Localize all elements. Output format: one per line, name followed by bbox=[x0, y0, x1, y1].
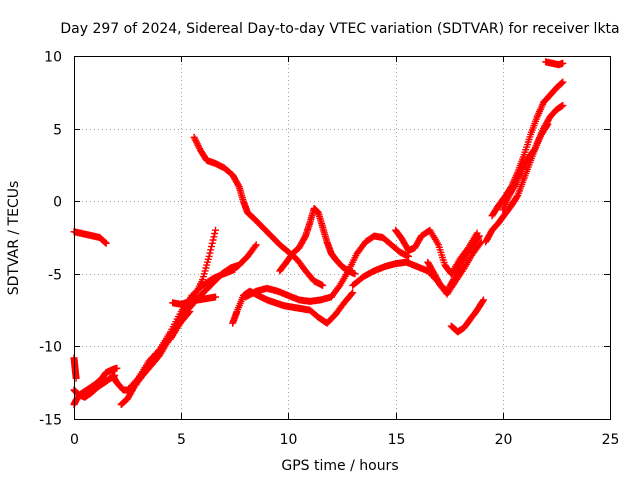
data-point-markers bbox=[70, 228, 110, 247]
data-point-markers bbox=[190, 133, 327, 289]
y-tick-label: -15 bbox=[39, 413, 62, 429]
data-point-markers bbox=[542, 58, 567, 69]
series-track-10 bbox=[190, 133, 327, 289]
data-point-markers bbox=[482, 101, 567, 246]
chart-title: Day 297 of 2024, Sidereal Day-to-day VTE… bbox=[60, 21, 619, 37]
series-track-13 bbox=[276, 205, 359, 278]
y-tick-label: 5 bbox=[53, 123, 62, 139]
series-track-17 bbox=[424, 232, 483, 295]
x-tick-label: 25 bbox=[602, 432, 620, 448]
data-points bbox=[70, 58, 567, 408]
y-tick-label: -5 bbox=[48, 268, 62, 284]
grid bbox=[74, 56, 610, 419]
y-axis-label: SDTVAR / TECUs bbox=[6, 181, 22, 296]
series-track-4 bbox=[70, 354, 80, 382]
data-point-markers bbox=[488, 78, 567, 220]
x-tick-label: 15 bbox=[388, 432, 406, 448]
data-point-markers bbox=[169, 293, 219, 308]
x-tick-label: 0 bbox=[70, 432, 79, 448]
y-tick-label: 10 bbox=[44, 50, 62, 66]
series-track-14 bbox=[327, 232, 412, 301]
series-track-22 bbox=[542, 58, 567, 69]
y-tick-label: 0 bbox=[53, 195, 62, 211]
data-point-markers bbox=[242, 284, 335, 305]
series-track-1 bbox=[70, 228, 110, 247]
x-tick-label: 20 bbox=[495, 432, 513, 448]
series-track-9 bbox=[169, 293, 219, 308]
series-track-21 bbox=[499, 120, 552, 214]
data-point-markers bbox=[124, 265, 239, 394]
data-point-markers bbox=[424, 232, 483, 295]
y-tick-label: -10 bbox=[39, 340, 62, 356]
series-track-20 bbox=[488, 78, 567, 220]
series-track-7 bbox=[124, 265, 239, 394]
x-axis-label: GPS time / hours bbox=[281, 458, 398, 474]
data-point-markers bbox=[327, 232, 412, 301]
axis-ticks: 0 5 10 15 20 25 -15 -10 -5 0 5 10 bbox=[39, 50, 619, 449]
x-tick-label: 5 bbox=[177, 432, 186, 448]
plot-frame bbox=[74, 56, 611, 420]
x-tick-label: 10 bbox=[280, 432, 298, 448]
series-track-19 bbox=[482, 101, 567, 246]
series-track-18 bbox=[447, 296, 487, 336]
data-point-markers bbox=[276, 205, 359, 278]
series-track-12 bbox=[242, 284, 335, 305]
data-point-markers bbox=[70, 354, 80, 382]
data-point-markers bbox=[499, 120, 552, 214]
data-point-markers bbox=[447, 296, 487, 336]
